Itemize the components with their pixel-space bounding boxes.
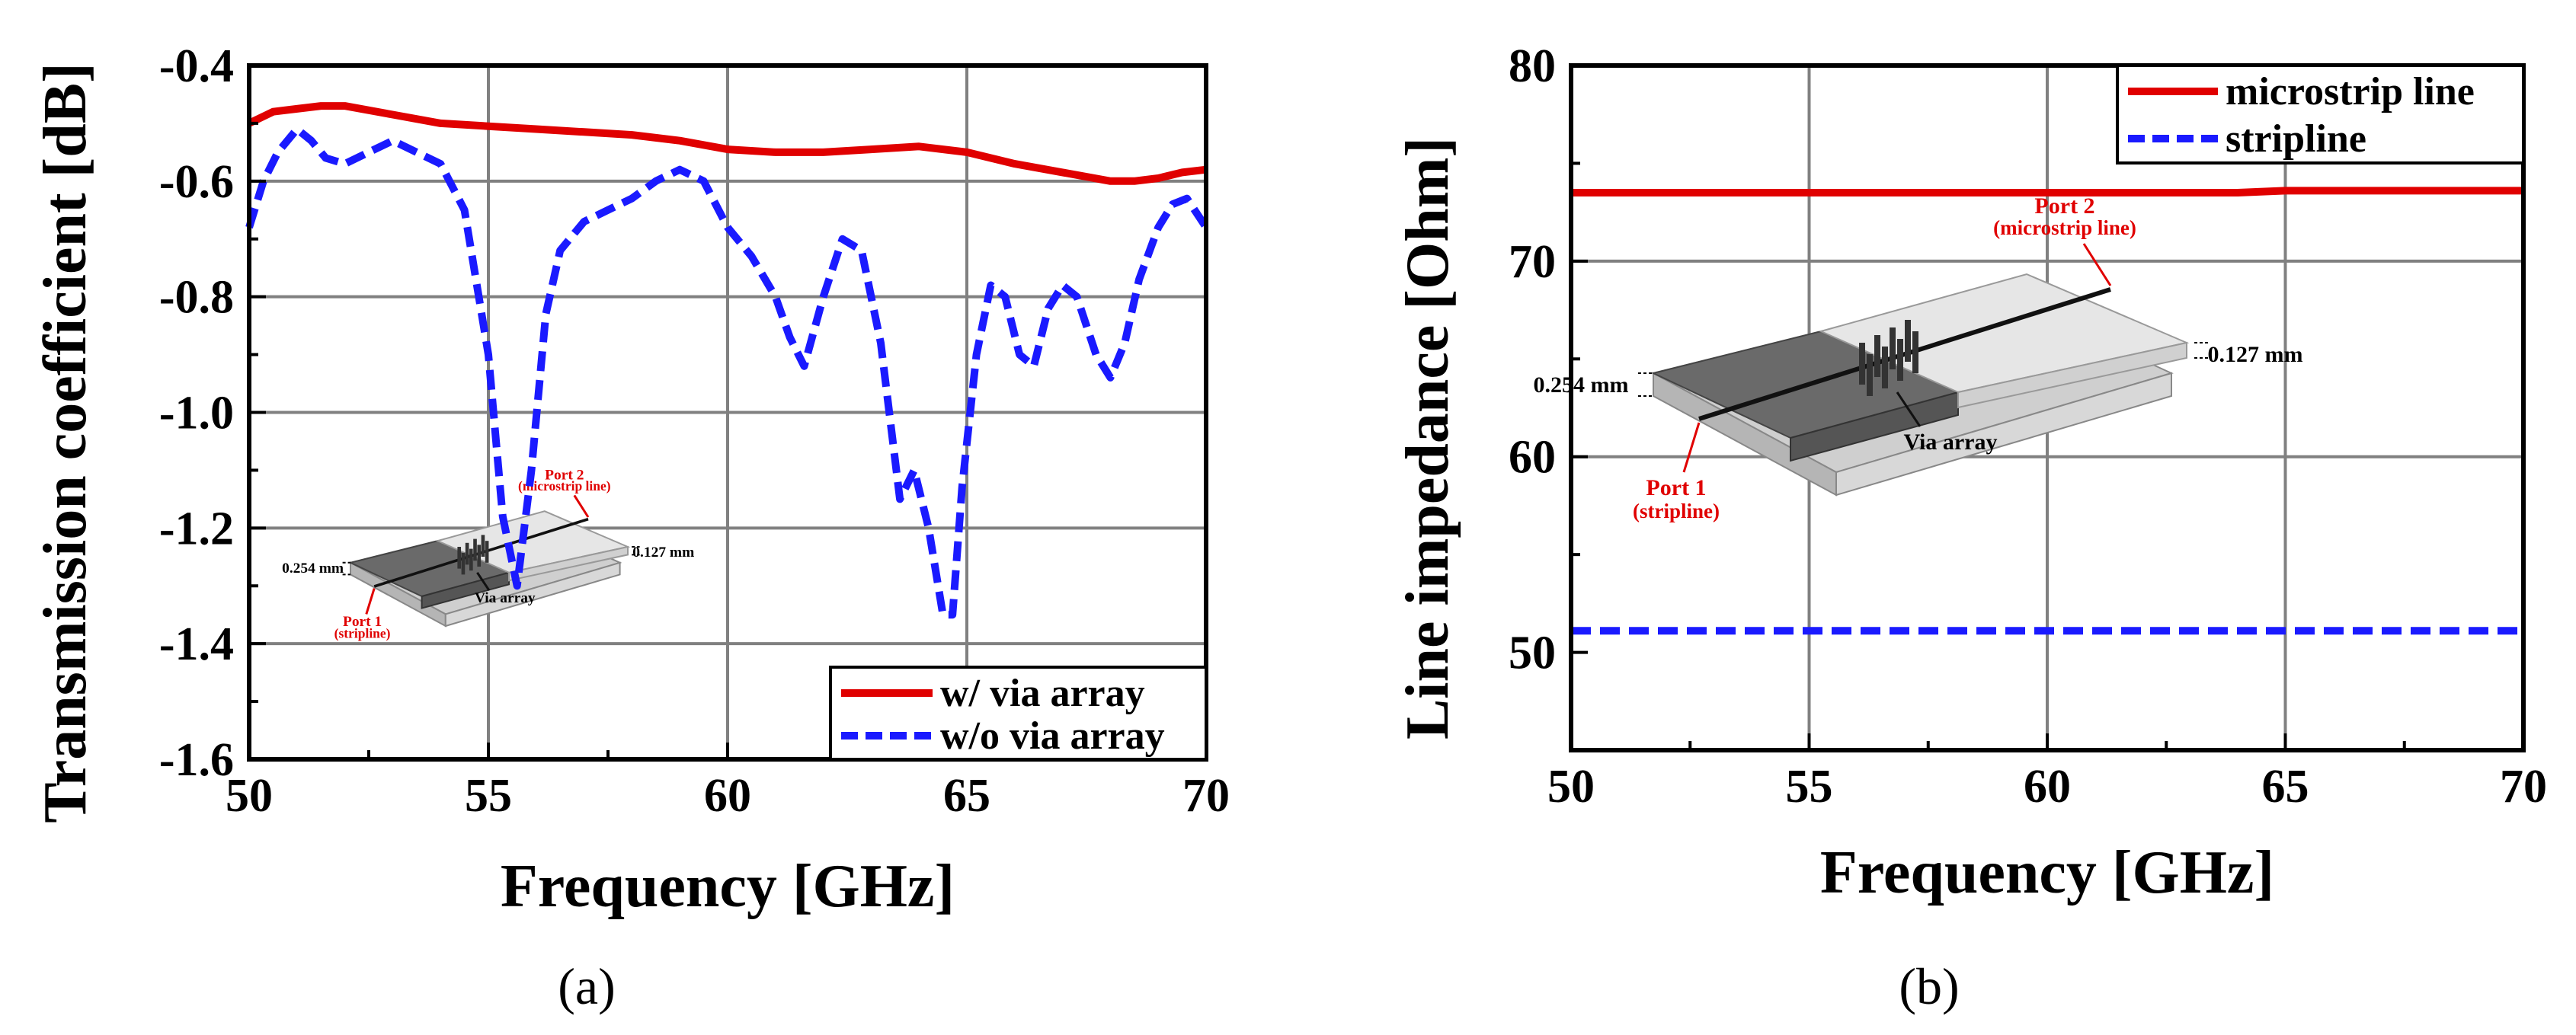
y-tick-label: 60 — [1509, 432, 1556, 484]
port1-arrow — [1682, 422, 1701, 473]
via — [1859, 343, 1865, 385]
x-tick-label: 50 — [1547, 761, 1595, 813]
port2-arrow — [2082, 243, 2112, 286]
via — [485, 541, 489, 563]
port1-label: Port 1 — [1646, 475, 1706, 500]
x-tick-labels: 50 55 60 65 70 — [226, 770, 1230, 822]
x-tick-label: 50 — [226, 770, 273, 822]
substrate-bottom-front — [444, 561, 621, 628]
grid — [249, 65, 1206, 759]
stripline-block-front — [421, 571, 510, 609]
y-axis-title: Line impedance [Ohm] — [1394, 137, 1461, 740]
legend-label: stripline — [2226, 117, 2366, 161]
port1-arrow — [365, 588, 376, 615]
thickness-top-label: 0.127 mm — [632, 545, 694, 561]
via — [1867, 354, 1873, 396]
substrate-top-front — [508, 545, 629, 582]
port2-arrow — [573, 494, 590, 518]
y-axis-title: Transmission coefficient [dB] — [32, 62, 99, 823]
via — [461, 552, 466, 575]
thickness-bottom-label: 0.254 mm — [1534, 372, 1629, 398]
x-tick-label: 55 — [1786, 761, 1833, 813]
x-tick-labels: 50 55 60 65 70 — [1547, 761, 2547, 813]
x-tick-label: 60 — [704, 770, 751, 822]
via-label: Via array — [475, 590, 536, 606]
series-line-w-via-array — [247, 102, 1207, 185]
via — [465, 542, 469, 565]
thickness-bottom-label: 0.254 mm — [282, 561, 344, 577]
x-axis-title: Frequency [GHz] — [1820, 839, 2274, 906]
via — [1874, 335, 1880, 377]
series-layer — [245, 102, 1210, 619]
x-tick-label: 70 — [2500, 761, 2547, 813]
via — [1882, 347, 1888, 388]
via-arrow — [476, 571, 491, 592]
y-tick-label: -0.4 — [159, 40, 234, 92]
y-tick-label: -0.6 — [159, 156, 234, 208]
via — [481, 535, 485, 557]
x-tick-label: 60 — [2024, 761, 2071, 813]
legend-box — [829, 666, 1208, 761]
series-layer — [1571, 187, 2523, 635]
via — [477, 545, 482, 567]
y-tick-label: -1.6 — [159, 734, 234, 786]
series-line-w-o-via-array — [245, 125, 1210, 619]
thickness-top-label: 0.127 mm — [2208, 342, 2303, 367]
y-tick-label: -1.0 — [159, 388, 234, 439]
via-array-inset: Port 2(microstrip line) Port 1(stripline)… — [282, 468, 694, 641]
series-line-microstrip-line — [1571, 187, 2523, 196]
substrate-top-front — [1957, 341, 2187, 409]
port2-label: Port 2 — [545, 468, 584, 484]
y-tick-label: 80 — [1509, 40, 1556, 92]
via — [457, 547, 462, 569]
y-tick-label: -1.2 — [159, 503, 234, 554]
x-tick-label: 65 — [943, 770, 990, 822]
tick-marks — [1570, 64, 2525, 750]
legend-label: w/ via array — [940, 672, 1145, 715]
port2-sublabel: (microstrip line) — [518, 478, 611, 494]
via — [1890, 327, 1896, 369]
via — [1905, 320, 1911, 362]
y-tick-label: 70 — [1509, 236, 1556, 288]
via-label: Via array — [1903, 430, 1997, 455]
port2-sublabel: (microstrip line) — [1993, 216, 2136, 239]
y-tick-label: -1.4 — [159, 618, 234, 670]
panel-label: (b) — [1899, 957, 1959, 1015]
stripline-block-front — [1790, 391, 1959, 462]
via — [469, 548, 473, 571]
substrate-bottom-front — [1835, 372, 2172, 497]
y-tick-labels: -1.6 -1.4 -1.2 -1.0 -0.8 -0.6 -0.4 — [159, 40, 234, 786]
y-tick-labels: 50 60 70 80 — [1509, 40, 1556, 679]
via — [1897, 339, 1903, 381]
via-array-inset: Port 2(microstrip line) Port 1(stripline)… — [1534, 193, 2303, 522]
via — [473, 538, 477, 561]
port1-sublabel: (stripline) — [1633, 500, 1720, 522]
x-tick-label: 70 — [1182, 770, 1230, 822]
legend-label: w/o via array — [940, 714, 1165, 758]
legend-box — [2116, 64, 2525, 165]
via-arrow — [1896, 391, 1922, 427]
legend-label: microstrip line — [2226, 70, 2475, 113]
port1-label: Port 1 — [343, 614, 382, 630]
chart-panel-a: Port 2(microstrip line) Port 1(stripline)… — [32, 40, 1230, 1015]
port1-sublabel: (stripline) — [334, 626, 391, 641]
port2-label: Port 2 — [2034, 193, 2094, 219]
y-tick-label: 50 — [1509, 628, 1556, 679]
chart-panel-b: Port 2(microstrip line) Port 1(stripline)… — [1394, 40, 2547, 1015]
x-tick-label: 55 — [465, 770, 512, 822]
panel-label: (a) — [558, 957, 615, 1015]
y-tick-label: -0.8 — [159, 272, 234, 324]
via — [1912, 331, 1918, 373]
x-axis-title: Frequency [GHz] — [501, 853, 955, 920]
x-tick-label: 65 — [2262, 761, 2309, 813]
